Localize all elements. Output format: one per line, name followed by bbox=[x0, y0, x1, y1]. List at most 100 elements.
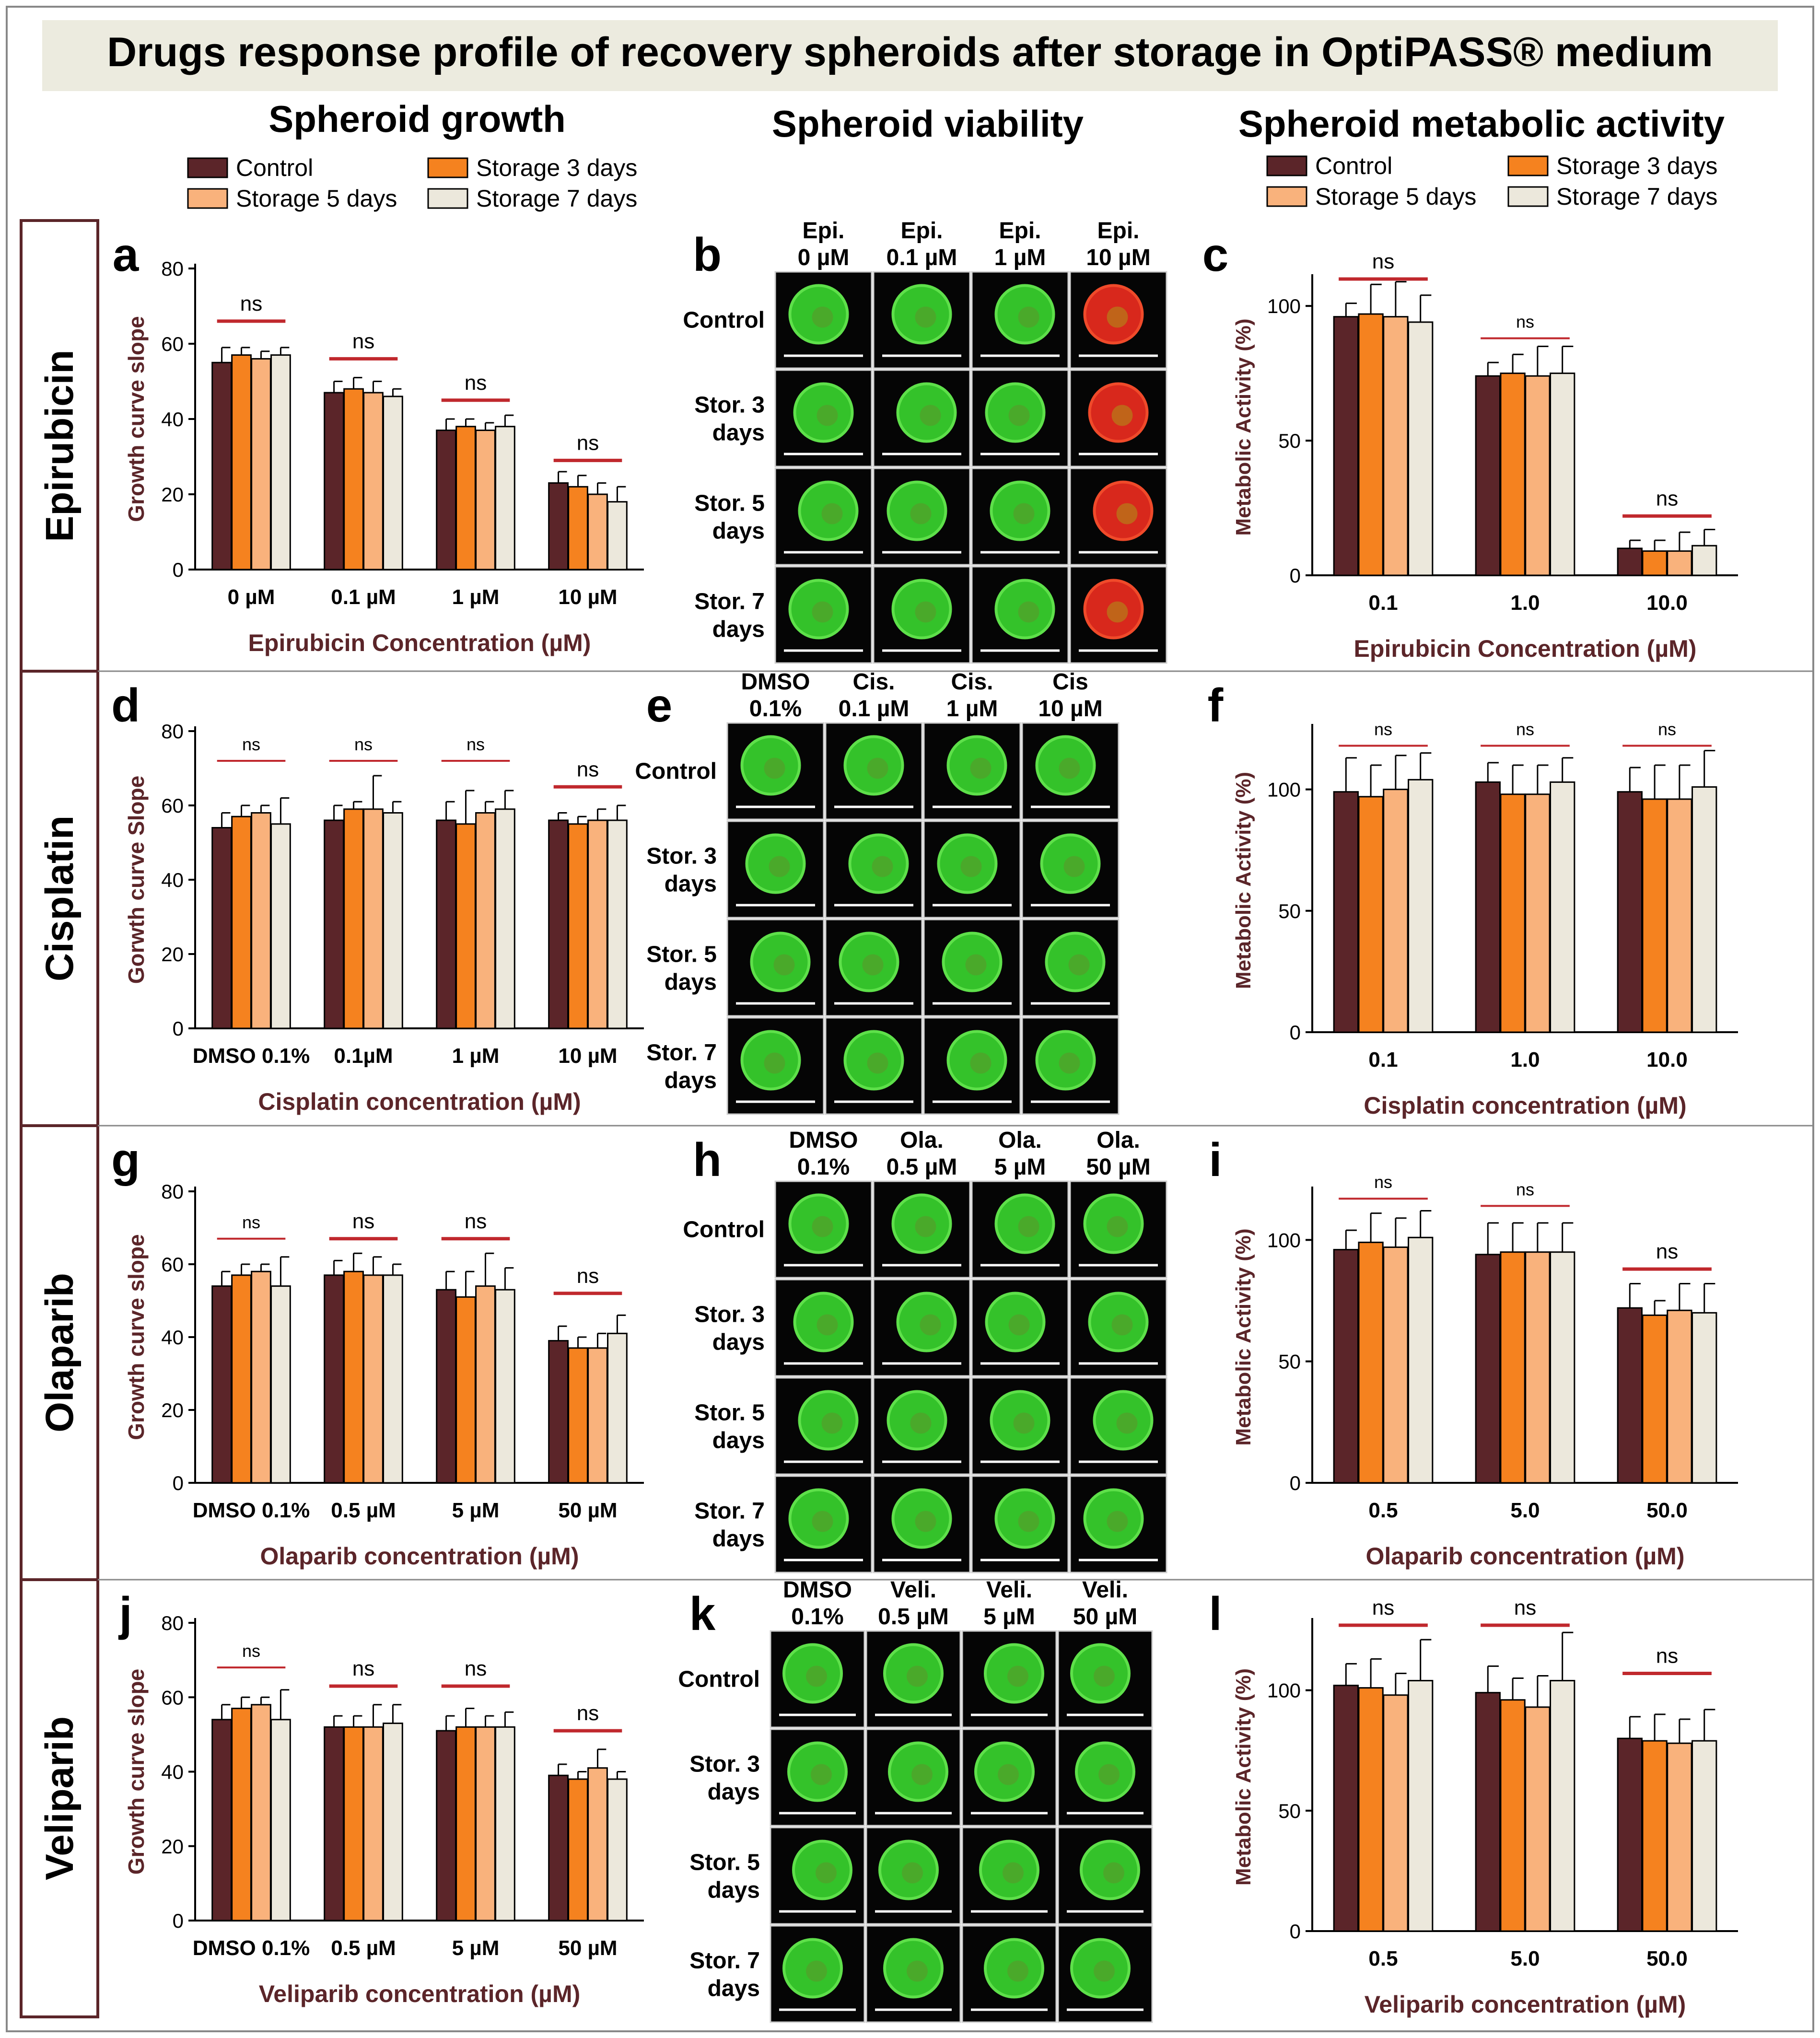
spheroid-core bbox=[920, 405, 941, 426]
growth-d-significance-label: ns bbox=[577, 757, 599, 781]
metabolic-f-bar bbox=[1692, 786, 1717, 1033]
image-column-label: DMSO bbox=[741, 669, 810, 695]
growth-j-bar bbox=[455, 1726, 476, 1922]
metabolic-i-significance-label: ns bbox=[1656, 1240, 1678, 1263]
growth-g-bar bbox=[607, 1332, 628, 1484]
metabolic-c-bar bbox=[1667, 550, 1692, 576]
spheroid-core bbox=[1094, 1665, 1115, 1687]
spheroid-core bbox=[867, 1052, 888, 1074]
metabolic-i-category-label: 50.0 bbox=[1646, 1499, 1688, 1522]
image-row-label: Stor. 7 bbox=[694, 589, 765, 615]
metabolic-i-y-tick-label: 50 bbox=[1278, 1351, 1301, 1373]
image-column-label: DMSO bbox=[789, 1128, 858, 1153]
spheroid-core bbox=[821, 503, 843, 524]
image-column-label: 10 µM bbox=[1086, 245, 1150, 270]
growth-a-bar bbox=[383, 396, 403, 571]
metabolic-f-bar bbox=[1333, 791, 1359, 1033]
spheroid-core bbox=[812, 1511, 833, 1532]
header-spheroid-viability: Spheroid viability bbox=[772, 103, 1084, 145]
metabolic-f-significance-label: ns bbox=[1374, 719, 1392, 739]
growth-d-bar bbox=[607, 819, 628, 1029]
spheroid-core bbox=[806, 1960, 827, 1982]
metabolic-f-bar bbox=[1358, 796, 1384, 1033]
spheroid-core bbox=[915, 601, 936, 623]
metabolic-y-axis-title: Metabolic Activity (%) bbox=[1232, 772, 1255, 989]
image-row-label: days bbox=[712, 617, 765, 642]
metabolic-l-category-label: 50.0 bbox=[1646, 1947, 1688, 1970]
growth-d-bar bbox=[548, 819, 569, 1029]
growth-d-bar bbox=[231, 815, 252, 1029]
growth-g-y-tick-label: 40 bbox=[161, 1326, 184, 1349]
growth-j-bar bbox=[231, 1708, 252, 1922]
growth-d-category-label: DMSO 0.1% bbox=[193, 1044, 310, 1068]
metabolic-i-category-label: 5.0 bbox=[1510, 1499, 1540, 1522]
image-column-label: 0.1% bbox=[749, 696, 802, 722]
growth-a-y-tick-label: 60 bbox=[161, 333, 184, 355]
growth-j-chart: 0 20 40 60 80 ns DMSO 0.1% ns 0.5 µM ns 5 µM ns 50 µ… bbox=[161, 1612, 644, 1960]
image-row-label: Stor. 3 bbox=[689, 1752, 760, 1777]
metabolic-c-bar bbox=[1617, 547, 1643, 576]
metabolic-l-significance-label: ns bbox=[1514, 1596, 1536, 1619]
metabolic-f-category-label: 1.0 bbox=[1510, 1048, 1540, 1071]
panel-letter: l bbox=[1209, 1587, 1222, 1640]
metabolic-c-chart: 0 50 100 ns 0.1 ns 1.0 ns 10.0 bbox=[1267, 250, 1738, 615]
metabolic-c-bar bbox=[1692, 545, 1717, 576]
growth-a-bar bbox=[436, 430, 456, 571]
image-column-label: Ola. bbox=[1097, 1128, 1140, 1153]
growth-g-category-label: DMSO 0.1% bbox=[193, 1499, 310, 1522]
growth-a-bar bbox=[548, 482, 569, 571]
growth-g-bar bbox=[383, 1274, 403, 1484]
growth-g-significance-label: ns bbox=[465, 1210, 487, 1233]
growth-g-bar bbox=[211, 1285, 232, 1484]
metabolic-legend-swatch bbox=[1266, 186, 1307, 207]
growth-d-bar bbox=[436, 819, 456, 1029]
growth-a-bar bbox=[587, 493, 608, 571]
metabolic-l-y-tick-label: 100 bbox=[1267, 1679, 1301, 1702]
figure-title: Drugs response profile of recovery spher… bbox=[107, 29, 1713, 75]
growth-a-bar bbox=[251, 358, 271, 571]
spheroid-core bbox=[1116, 503, 1138, 524]
growth-a-y-tick-label: 0 bbox=[173, 559, 184, 581]
spheroid-core bbox=[1107, 601, 1128, 623]
growth-x-axis-title: Epirubicin Concentration (µM) bbox=[248, 629, 591, 656]
metabolic-l-bar bbox=[1617, 1737, 1643, 1932]
image-row-label: Stor. 5 bbox=[646, 942, 717, 967]
growth-g-significance-label: ns bbox=[352, 1210, 374, 1233]
growth-d-y-tick-label: 80 bbox=[161, 720, 184, 743]
growth-d-y-tick-label: 40 bbox=[161, 869, 184, 891]
metabolic-l-chart: 0 50 100 ns 0.5 ns 5.0 ns 50.0 bbox=[1267, 1596, 1738, 1970]
spheroid-core bbox=[1008, 405, 1030, 426]
image-column-label: 0.1% bbox=[791, 1604, 843, 1630]
metabolic-c-significance-label: ns bbox=[1372, 250, 1394, 273]
growth-g-category-label: 50 µM bbox=[558, 1499, 617, 1522]
metabolic-x-axis-title: Cisplatin concentration (µM) bbox=[1364, 1092, 1686, 1119]
spheroid-core bbox=[1007, 1665, 1028, 1687]
image-column-label: Veli. bbox=[986, 1577, 1032, 1603]
metabolic-c-category-label: 1.0 bbox=[1510, 591, 1540, 615]
metabolic-i-bar bbox=[1550, 1251, 1575, 1484]
metabolic-l-y-tick-label: 0 bbox=[1290, 1920, 1301, 1943]
metabolic-c-bar bbox=[1550, 373, 1575, 576]
growth-legend-swatch bbox=[187, 157, 228, 178]
metabolic-i-bar bbox=[1525, 1251, 1551, 1484]
metabolic-y-axis-title: Metabolic Activity (%) bbox=[1232, 1668, 1255, 1886]
spheroid-core bbox=[1013, 1412, 1035, 1434]
growth-legend-label: Storage 3 days bbox=[476, 154, 637, 181]
spheroid-core bbox=[1116, 1412, 1138, 1434]
panel-letter: j bbox=[118, 1587, 132, 1640]
growth-a-significance-label: ns bbox=[240, 292, 262, 315]
spheroid-core bbox=[911, 1764, 933, 1785]
spheroid-core bbox=[862, 954, 884, 976]
growth-d-bar bbox=[363, 808, 384, 1029]
metabolic-c-y-tick-label: 50 bbox=[1278, 430, 1301, 452]
title-band bbox=[42, 20, 1778, 91]
drug-label: Olaparib bbox=[38, 1273, 82, 1432]
growth-d-significance-label: ns bbox=[242, 734, 260, 754]
metabolic-legend-swatch bbox=[1507, 155, 1549, 176]
metabolic-l-bar bbox=[1667, 1742, 1692, 1932]
growth-j-bar bbox=[343, 1726, 364, 1922]
growth-d-y-tick-label: 60 bbox=[161, 794, 184, 817]
spheroid-core bbox=[915, 1511, 936, 1532]
metabolic-f-bar bbox=[1500, 793, 1526, 1033]
metabolic-i-chart: 0 50 100 ns 0.5 ns 5.0 ns 50.0 bbox=[1267, 1172, 1738, 1522]
